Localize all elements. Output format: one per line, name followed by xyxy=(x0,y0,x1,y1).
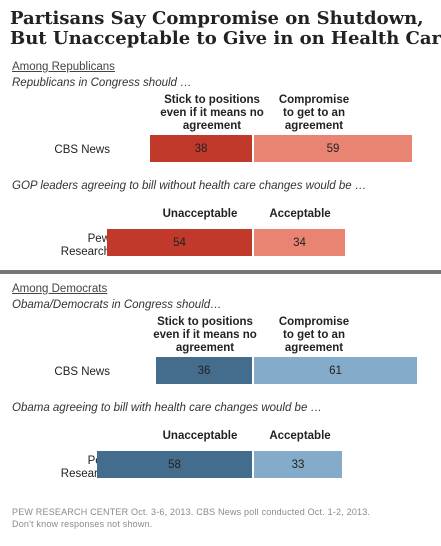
dem-q1-col-compromise: Compromise to get to an agreement xyxy=(254,316,374,355)
rep-q2-bars-series-2: 34 xyxy=(254,229,345,256)
rep-q1-col-compromise-line-2: to get to an xyxy=(283,107,345,119)
dem-q1-bars-series-1: 36 xyxy=(156,357,252,384)
dem-q2-col-acceptable: Acceptable xyxy=(240,430,360,443)
dem-q2-bars-series-1: 58 xyxy=(97,451,252,478)
rep-q1-col-compromise: Compromise to get to an agreement xyxy=(254,94,374,133)
dem-q2-col-unacceptable-line-1: Unacceptable xyxy=(162,430,238,442)
dem-q1-col-compromise-line-3: agreement xyxy=(284,342,344,354)
dem-q2-col-unacceptable: Unacceptable xyxy=(140,430,260,443)
rep-q1-bars-series-2: 59 xyxy=(254,135,412,162)
rep-q1-row-cbs: CBS News xyxy=(20,144,110,157)
group-label-democrats: Among Democrats xyxy=(12,283,108,295)
rep-q2-row-pew: Pew Research xyxy=(20,233,110,259)
dem-q1-col-stick-line-2: even if it means no xyxy=(153,329,257,341)
rep-q1-col-stick-line-2: even if it means no xyxy=(160,107,264,119)
rep-q1-col-stick-line-3: agreement xyxy=(182,120,242,132)
dem-q2-col-acceptable-line-1: Acceptable xyxy=(269,430,331,442)
section-divider xyxy=(0,270,441,274)
rep-q2-bars-series-1: 54 xyxy=(107,229,252,256)
dem-q1-col-compromise-line-1: Compromise xyxy=(278,316,350,328)
rep-q2-col-unacceptable-line-1: Unacceptable xyxy=(162,208,238,220)
chart-title-line-2: But Unacceptable to Give in on Health Ca… xyxy=(10,28,441,49)
question-rep-congress: Republicans in Congress should … xyxy=(12,77,192,89)
rep-q2-col-acceptable: Acceptable xyxy=(240,208,360,221)
chart-title: Partisans Say Compromise on Shutdown, Bu… xyxy=(10,8,441,49)
chart-title-line-1: Partisans Say Compromise on Shutdown, xyxy=(10,8,424,29)
source-note-line-1: PEW RESEARCH CENTER Oct. 3-6, 2013. CBS … xyxy=(12,507,371,517)
rep-q1-col-compromise-line-1: Compromise xyxy=(278,94,350,106)
dem-q2-bars-series-2: 33 xyxy=(254,451,342,478)
question-dem-congress: Obama/Democrats in Congress should… xyxy=(12,299,222,311)
rep-q1-col-stick-line-1: Stick to positions xyxy=(164,94,260,106)
source-note: PEW RESEARCH CENTER Oct. 3-6, 2013. CBS … xyxy=(12,506,437,530)
group-label-republicans: Among Republicans xyxy=(12,61,115,73)
dem-q1-col-stick-line-1: Stick to positions xyxy=(157,316,253,328)
rep-q2-row-pew-line-2: Research xyxy=(60,246,110,258)
rep-q1-row-cbs-line-1: CBS News xyxy=(54,144,110,156)
dem-q1-bars-series-2: 61 xyxy=(254,357,417,384)
dem-q1-row-cbs: CBS News xyxy=(20,366,110,379)
rep-q2-row-pew-line-1: Pew xyxy=(87,233,110,245)
rep-q1-bars-series-1: 38 xyxy=(150,135,252,162)
rep-q1-col-stick: Stick to positions even if it means no agr… xyxy=(152,94,272,133)
rep-q1-col-compromise-line-3: agreement xyxy=(284,120,344,132)
source-note-line-2: Don't know responses not shown. xyxy=(12,519,153,529)
question-dem-obama: Obama agreeing to bill with health care … xyxy=(12,402,323,414)
dem-q1-row-cbs-line-1: CBS News xyxy=(54,366,110,378)
question-rep-gop-leaders: GOP leaders agreeing to bill without hea… xyxy=(12,180,367,192)
rep-q2-col-unacceptable: Unacceptable xyxy=(140,208,260,221)
dem-q1-col-stick-line-3: agreement xyxy=(175,342,235,354)
dem-q1-col-compromise-line-2: to get to an xyxy=(283,329,345,341)
rep-q2-col-acceptable-line-1: Acceptable xyxy=(269,208,331,220)
dem-q1-col-stick: Stick to positions even if it means no agr… xyxy=(145,316,265,355)
